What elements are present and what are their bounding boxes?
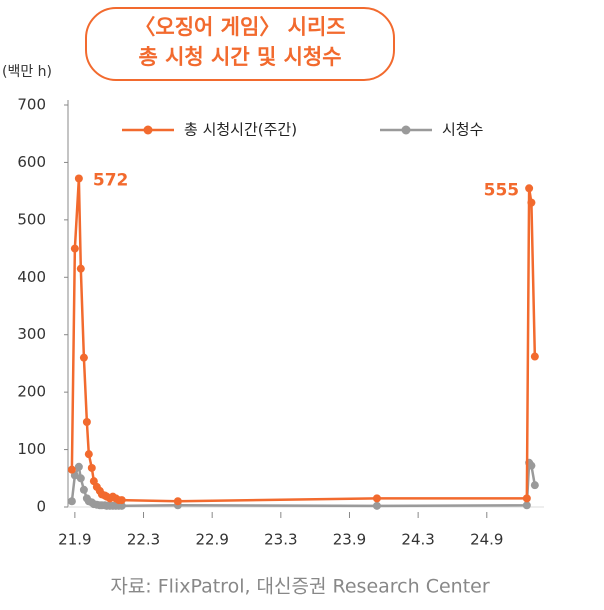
point	[70, 244, 79, 253]
point	[84, 450, 93, 459]
point	[67, 497, 76, 506]
point	[372, 494, 381, 503]
point	[527, 198, 536, 207]
y-tick-label: 300	[17, 325, 46, 343]
point	[67, 465, 76, 474]
point	[76, 264, 85, 273]
point	[372, 501, 381, 510]
y-axis-label: (백만 h)	[2, 64, 52, 80]
y-tick-label: 0	[36, 498, 46, 516]
chart-title: 〈오징어 게임〉 시리즈	[134, 15, 345, 39]
point	[74, 174, 83, 183]
value-label: 572	[93, 171, 129, 191]
point	[530, 481, 539, 490]
value-label: 555	[484, 180, 520, 200]
y-tick-label: 200	[17, 383, 46, 401]
point	[173, 497, 182, 506]
x-tick-label: 24.3	[401, 531, 434, 549]
title-box	[85, 7, 395, 81]
point	[79, 485, 88, 494]
x-tick-label: 22.9	[195, 531, 228, 549]
y-tick-label: 600	[17, 153, 46, 171]
y-tick-label: 400	[17, 268, 46, 286]
legend-label: 시청수	[442, 121, 483, 139]
x-tick-label: 21.9	[58, 531, 91, 549]
point	[79, 353, 88, 362]
point	[117, 496, 126, 505]
point	[82, 418, 91, 427]
point	[530, 352, 539, 361]
y-tick-label: 700	[17, 96, 46, 114]
point	[74, 462, 83, 471]
x-tick-label: 23.3	[264, 531, 297, 549]
point	[522, 494, 531, 503]
source: 자료: FlixPatrol, 대신증권 Research Center	[110, 576, 489, 598]
point	[87, 463, 96, 472]
y-tick-label: 100	[17, 440, 46, 458]
point	[527, 461, 536, 470]
y-tick-label: 500	[17, 210, 46, 228]
x-tick-label: 22.3	[127, 531, 160, 549]
point	[525, 184, 534, 193]
point	[522, 501, 531, 510]
x-tick-label: 24.9	[470, 531, 503, 549]
point	[76, 474, 85, 483]
x-tick-label: 23.9	[333, 531, 366, 549]
legend-label: 총 시청시간(주간)	[184, 121, 297, 139]
chart-title: 총 시청 시간 및 시청수	[138, 45, 341, 69]
legend-marker	[143, 125, 153, 135]
legend-marker	[401, 125, 411, 135]
series-line	[70, 178, 537, 503]
